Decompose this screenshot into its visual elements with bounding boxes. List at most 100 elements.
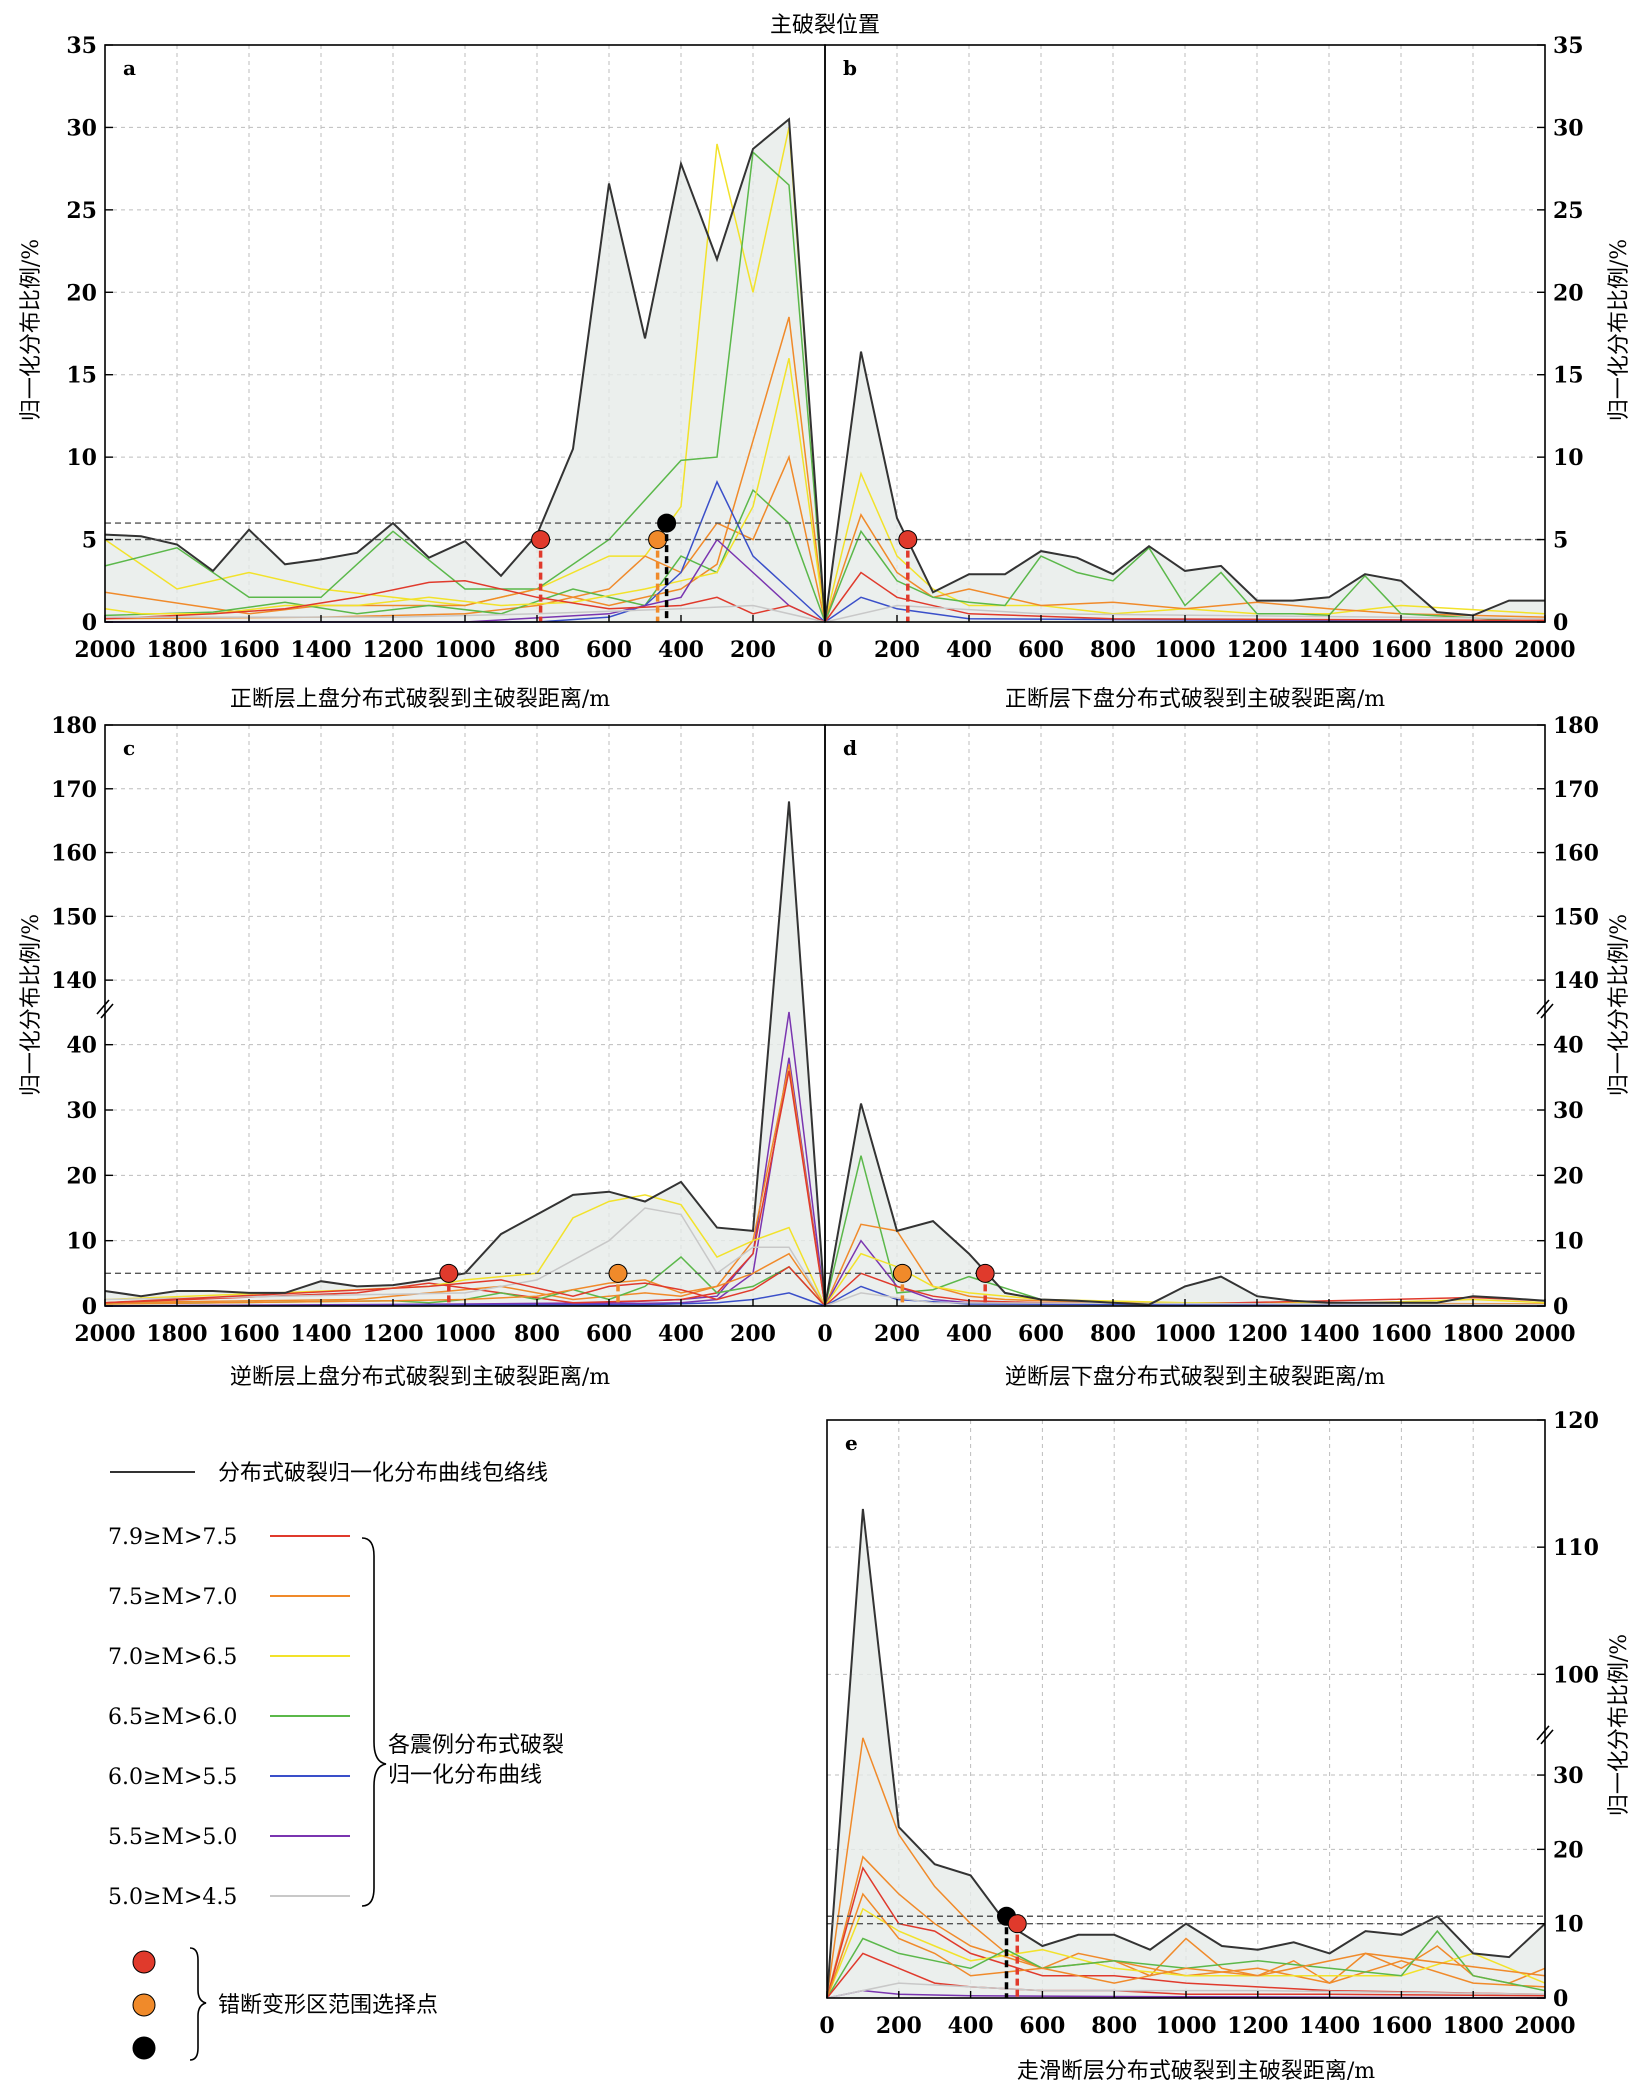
y-tick-label: 160	[1553, 841, 1599, 867]
y-tick-label: 10	[1553, 1912, 1584, 1938]
x-tick-label: 1800	[146, 637, 207, 663]
axis-break-mark	[1536, 1725, 1554, 1745]
x-tick-label: 1800	[1443, 2013, 1504, 2039]
selection-point	[439, 1263, 459, 1283]
selection-point	[531, 530, 551, 550]
x-tick-label: 2000	[1514, 2013, 1575, 2039]
envelope-line	[104, 117, 826, 623]
x-tick-label: 1200	[1226, 1321, 1287, 1347]
series-line	[104, 1255, 826, 1307]
legend: 分布式破裂归一化分布曲线包络线 7.9≥M>7.5 7.5≥M>7.0 7.0≥M>…	[108, 1461, 564, 2061]
series-line	[826, 1737, 1546, 1999]
y-tick-label: 140	[1553, 968, 1599, 994]
selection-point	[898, 530, 918, 550]
axis-break-mark	[96, 999, 114, 1019]
x-tick-label: 600	[586, 637, 632, 663]
y-tick-label: 0	[1553, 1986, 1568, 2012]
x-tick-label: 400	[658, 637, 704, 663]
x-tick-label: 400	[948, 2013, 994, 2039]
series-line	[824, 529, 1546, 623]
legend-magnitude-label: 7.0≥M>6.5	[108, 1645, 237, 1670]
y-tick-label: 170	[51, 777, 97, 803]
y-tick-label: 20	[1553, 1163, 1584, 1189]
x-tick-label: 0	[817, 1321, 832, 1347]
ylabel-right-bottom: 归一化分布比例/%	[1607, 1634, 1632, 1816]
y-tick-label: 35	[66, 33, 97, 59]
x-tick-label: 1600	[1371, 2013, 1432, 2039]
selection-point	[892, 1263, 912, 1283]
x-tick-label: 2000	[1514, 637, 1575, 663]
axis-break-mark	[1536, 999, 1554, 1019]
y-tick-label: 0	[82, 610, 97, 636]
y-tick-label: 10	[1553, 445, 1584, 471]
series-line	[826, 1866, 1546, 1999]
legend-point-orange	[132, 1993, 156, 2017]
y-tick-label: 30	[1553, 1763, 1584, 1789]
series-line	[104, 1207, 826, 1307]
y-tick-label: 0	[1553, 610, 1568, 636]
x-tick-label: 600	[1018, 1321, 1064, 1347]
x-tick-label: 600	[586, 1321, 632, 1347]
panel-letter: a	[123, 56, 136, 80]
x-tick-label: 800	[1090, 1321, 1136, 1347]
series-line	[104, 1070, 826, 1307]
envelope-fill	[105, 119, 825, 622]
x-tick-label: 400	[658, 1321, 704, 1347]
y-tick-label: 20	[66, 1163, 97, 1189]
x-tick-label: 1000	[434, 637, 495, 663]
series-line	[104, 1292, 826, 1307]
series-line	[824, 596, 1546, 623]
legend-magnitude-list: 7.9≥M>7.5 7.5≥M>7.0 7.0≥M>6.5 6.5≥M>6.0 6.0≥…	[108, 1525, 350, 1910]
y-tick-label: 120	[1553, 1408, 1599, 1434]
x-tick-label: 200	[730, 1321, 776, 1347]
x-tick-label: 0	[819, 2013, 834, 2039]
y-tick-label: 30	[1553, 1098, 1584, 1124]
x-tick-label: 2000	[74, 1321, 135, 1347]
x-tick-label: 1000	[1154, 1321, 1215, 1347]
y-tick-label: 100	[1553, 1662, 1599, 1688]
series-line	[104, 127, 826, 623]
legend-curves-label-1: 各震例分布式破裂	[388, 1733, 564, 1758]
x-tick-label: 1000	[1155, 2013, 1216, 2039]
series-line	[826, 1892, 1546, 1999]
legend-magnitude-label: 6.5≥M>6.0	[108, 1705, 237, 1730]
x-tick-label: 1000	[1154, 637, 1215, 663]
y-tick-label: 25	[1553, 198, 1584, 224]
series-line	[824, 604, 1546, 623]
y-tick-label: 0	[82, 1294, 97, 1320]
x-tick-label: 1600	[1370, 1321, 1431, 1347]
y-tick-label: 20	[66, 280, 97, 306]
legend-magnitude-label: 5.0≥M>4.5	[108, 1885, 237, 1910]
y-tick-label: 30	[66, 115, 97, 141]
envelope-line	[824, 1103, 1546, 1307]
legend-curves-brace	[361, 1537, 387, 1907]
series-line	[104, 488, 826, 623]
x-tick-label: 800	[1090, 637, 1136, 663]
selection-point	[975, 1263, 995, 1283]
y-tick-label: 10	[1553, 1229, 1584, 1255]
panel-c-xlabel: 逆断层上盘分布式破裂到主破裂距离/m	[230, 1365, 610, 1390]
y-tick-label: 10	[66, 1229, 97, 1255]
chart-panel-a: 0 5 10 15 20 25 30 35 0 200 400 600 800 1000 1200 1400 1…	[66, 33, 832, 663]
x-tick-label: 800	[514, 1321, 560, 1347]
x-tick-label: 0	[817, 637, 832, 663]
panel-e-xlabel: 走滑断层分布式破裂到主破裂距离/m	[1017, 2059, 1375, 2084]
y-tick-label: 40	[66, 1033, 97, 1059]
y-tick-label: 5	[1553, 528, 1568, 554]
series-line	[826, 1982, 1546, 1999]
chart-panel-b: 0 5 10 15 20 25 30 35 200 400 600 800 1000 1200 1400 16…	[824, 33, 1584, 663]
series-line	[104, 1252, 826, 1307]
chart-panel-c: 0102030401401501601701800200400600800100…	[51, 713, 833, 1347]
panel-d-xlabel: 逆断层下盘分布式破裂到主破裂距离/m	[1005, 1365, 1385, 1390]
panel-letter: e	[845, 1431, 858, 1455]
x-tick-label: 1800	[1442, 637, 1503, 663]
legend-magnitude-label: 7.9≥M>7.5	[108, 1525, 237, 1550]
ylabel-right-top: 归一化分布比例/%	[1607, 239, 1632, 421]
legend-point-black	[132, 2036, 156, 2060]
x-tick-label: 600	[1018, 637, 1064, 663]
x-tick-label: 1400	[290, 1321, 351, 1347]
y-tick-label: 30	[66, 1098, 97, 1124]
envelope-line	[826, 1508, 1546, 1999]
y-tick-label: 30	[1553, 115, 1584, 141]
